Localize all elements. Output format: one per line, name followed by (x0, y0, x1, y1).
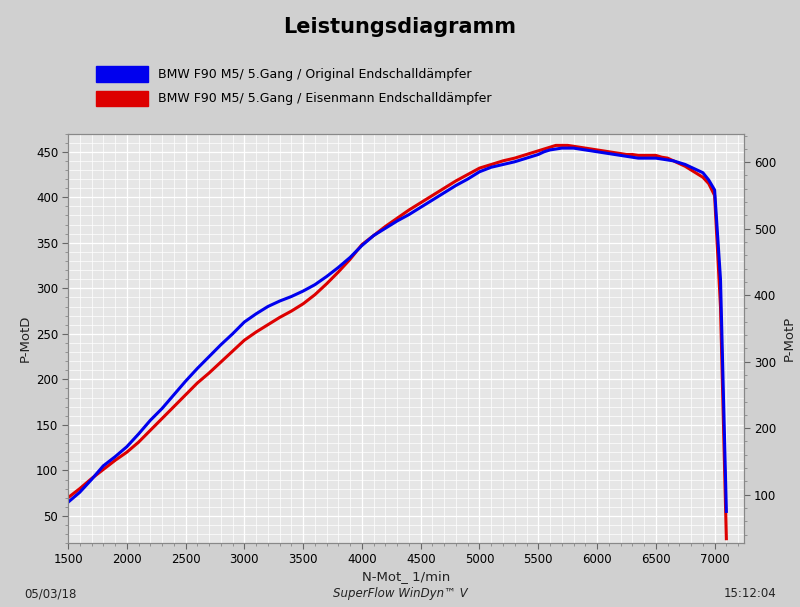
Text: BMW F90 M5/ 5.Gang / Eisenmann Endschalldämpfer: BMW F90 M5/ 5.Gang / Eisenmann Endschall… (158, 92, 491, 105)
Text: Leistungsdiagramm: Leistungsdiagramm (283, 18, 517, 37)
X-axis label: N-Mot_ 1/min: N-Mot_ 1/min (362, 570, 450, 583)
Text: SuperFlow WinDyn™ V: SuperFlow WinDyn™ V (333, 587, 467, 600)
Text: 15:12:04: 15:12:04 (723, 587, 776, 600)
Text: 05/03/18: 05/03/18 (24, 587, 76, 600)
Y-axis label: P-MotP: P-MotP (783, 316, 796, 361)
Text: BMW F90 M5/ 5.Gang / Original Endschalldämpfer: BMW F90 M5/ 5.Gang / Original Endschalld… (158, 67, 471, 81)
Y-axis label: P-MotD: P-MotD (19, 314, 32, 362)
